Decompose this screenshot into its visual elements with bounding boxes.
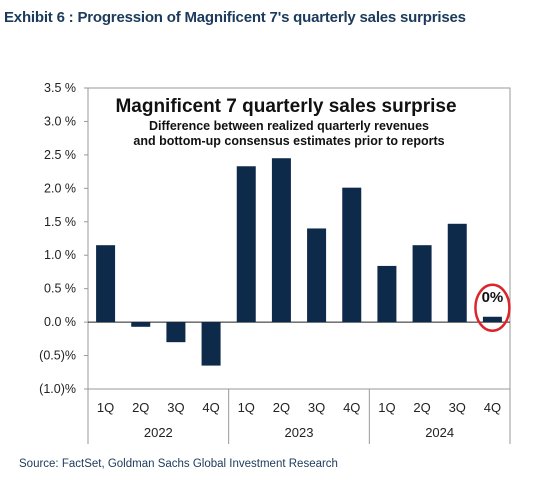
x-category-label: 1Q	[238, 400, 255, 415]
y-tick-label: 2.0 %	[44, 181, 76, 195]
chart-bars	[96, 158, 502, 366]
bar-10	[412, 245, 432, 323]
exhibit-title: Exhibit 6 : Progression of Magnificent 7…	[4, 9, 466, 26]
x-group-label: 2024	[425, 425, 454, 440]
x-category-label: 3Q	[449, 400, 466, 415]
bar-9	[377, 265, 397, 323]
bar-4	[201, 322, 221, 366]
annotation-label: 0%	[482, 289, 504, 306]
bar-12	[482, 316, 502, 323]
x-category-label: 1Q	[97, 400, 114, 415]
bar-5	[236, 166, 256, 323]
x-category-label: 2Q	[273, 400, 290, 415]
plot-frame	[87, 87, 511, 390]
x-category-label: 1Q	[378, 400, 395, 415]
x-category-label: 4Q	[484, 400, 501, 415]
chart-labels: 3.5 % 3.0 % 2.5 % 2.0 % 1.5 % 1.0 % 0.5 % 0.0 %…	[39, 81, 511, 440]
x-category-label: 3Q	[308, 400, 325, 415]
bar-3	[166, 322, 186, 343]
chart-title: Magnificent 7 quarterly sales surprise	[115, 96, 456, 117]
x-category-label: 4Q	[202, 400, 219, 415]
x-group-label: 2022	[144, 425, 173, 440]
chart-axes	[84, 87, 511, 444]
y-tick-label: 1.5 %	[44, 215, 76, 229]
x-category-label: 3Q	[167, 400, 184, 415]
x-category-label: 2Q	[413, 400, 430, 415]
bar-11	[447, 223, 467, 323]
chart-subtitle-line-1: Difference between realized quarterly re…	[149, 119, 429, 133]
y-tick-label: 0.5 %	[44, 282, 76, 296]
y-tick-label: 1.0 %	[44, 248, 76, 262]
source-note: Source: FactSet, Goldman Sachs Global In…	[19, 458, 338, 470]
bar-6	[271, 158, 291, 323]
bar-7	[307, 228, 327, 323]
x-category-label: 4Q	[343, 400, 360, 415]
highlight-circle	[474, 283, 511, 333]
y-tick-label: 3.0 %	[44, 114, 76, 128]
bar-1	[96, 245, 116, 323]
y-tick-label: 3.5 %	[44, 81, 76, 95]
y-tick-label: (0.5)%	[39, 349, 76, 363]
x-category-label: 2Q	[132, 400, 149, 415]
bar-8	[342, 187, 362, 323]
bar-2	[131, 322, 151, 327]
x-group-label: 2023	[285, 425, 314, 440]
y-tick-label: (1.0)%	[39, 382, 76, 396]
chart-subtitle-line-2: and bottom-up consensus estimates prior …	[133, 134, 444, 148]
y-tick-label: 0.0 %	[44, 315, 76, 329]
y-tick-label: 2.5 %	[44, 148, 76, 162]
